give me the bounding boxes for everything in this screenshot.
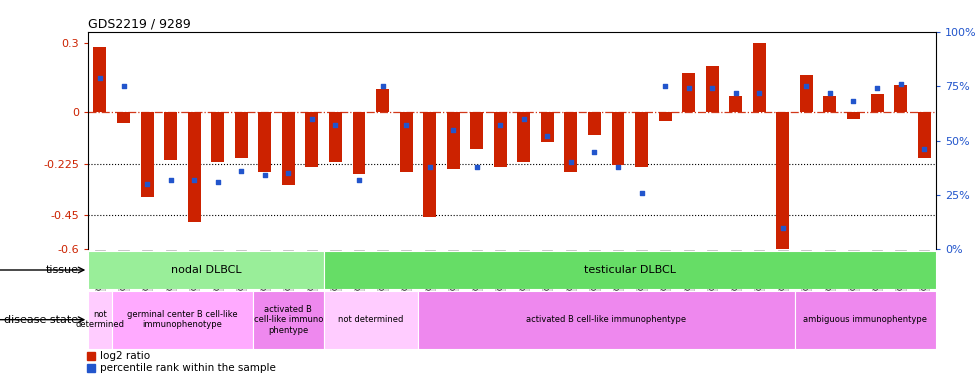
Text: activated B
cell-like immuno
phentype: activated B cell-like immuno phentype (254, 305, 323, 334)
Bar (329, 112, 342, 162)
Point (445, 127, 461, 133)
Bar (917, 112, 931, 158)
Bar (140, 112, 154, 197)
Text: GDS2219 / 9289: GDS2219 / 9289 (88, 18, 191, 31)
Point (611, 164, 626, 170)
Point (257, 172, 272, 178)
Bar (117, 112, 130, 123)
Point (139, 181, 155, 187)
Bar (323, 291, 417, 349)
Point (280, 170, 296, 176)
Bar (870, 94, 884, 112)
Bar (847, 112, 860, 119)
Bar (541, 112, 554, 142)
Point (822, 90, 838, 96)
Point (351, 177, 367, 183)
Bar (564, 112, 577, 171)
Text: disease state: disease state (4, 315, 78, 325)
Point (304, 116, 319, 122)
Bar (306, 112, 318, 167)
Point (327, 122, 343, 128)
Bar (753, 44, 765, 112)
Point (233, 168, 249, 174)
Point (728, 90, 744, 96)
Bar (235, 112, 248, 158)
Text: percentile rank within the sample: percentile rank within the sample (100, 363, 276, 374)
Point (398, 122, 414, 128)
Text: not determined: not determined (338, 315, 404, 324)
Text: log2 ratio: log2 ratio (100, 351, 151, 361)
Point (916, 146, 932, 152)
Point (752, 90, 767, 96)
Point (492, 122, 508, 128)
Point (421, 164, 437, 170)
Bar (88, 251, 323, 289)
Bar (253, 291, 323, 349)
Bar (588, 112, 601, 135)
Bar (282, 112, 295, 185)
Point (893, 81, 908, 87)
Point (468, 164, 484, 170)
Point (587, 148, 603, 154)
Point (799, 83, 814, 89)
Point (163, 177, 178, 183)
Bar (417, 291, 795, 349)
Point (705, 86, 720, 92)
Point (92, 75, 108, 81)
Text: testicular DLBCL: testicular DLBCL (584, 265, 676, 275)
Bar (164, 112, 177, 160)
Bar (447, 112, 460, 169)
Bar (682, 73, 695, 112)
Point (374, 83, 390, 89)
Point (564, 159, 579, 165)
Bar (353, 112, 366, 174)
Bar (376, 89, 389, 112)
Bar (706, 66, 718, 112)
Bar (88, 291, 112, 349)
Point (869, 86, 885, 92)
Point (846, 99, 861, 105)
Text: activated B cell-like immunophentype: activated B cell-like immunophentype (526, 315, 686, 324)
Point (116, 83, 131, 89)
Point (186, 177, 202, 183)
Bar (470, 112, 483, 148)
Point (658, 83, 673, 89)
Bar (729, 96, 742, 112)
Bar (795, 291, 936, 349)
Text: nodal DLBCL: nodal DLBCL (171, 265, 241, 275)
Bar (212, 112, 224, 162)
Bar (423, 112, 436, 218)
Bar (188, 112, 201, 222)
Bar (612, 112, 624, 165)
Bar (894, 84, 907, 112)
Text: germinal center B cell-like
immunophenotype: germinal center B cell-like immunophenot… (127, 310, 238, 329)
Bar (776, 112, 789, 249)
Point (210, 179, 225, 185)
Text: ambiguous immunophentype: ambiguous immunophentype (804, 315, 927, 324)
Bar (112, 291, 253, 349)
Text: tissue: tissue (45, 265, 78, 275)
Bar (400, 112, 413, 171)
Bar (517, 112, 530, 162)
Point (540, 133, 556, 139)
Bar (93, 47, 107, 112)
Point (775, 225, 791, 231)
Bar (323, 251, 936, 289)
Bar (800, 75, 812, 112)
Point (634, 190, 650, 196)
Bar (494, 112, 507, 167)
Bar (635, 112, 648, 167)
Point (681, 86, 697, 92)
Bar (259, 112, 271, 171)
Text: not
determined: not determined (75, 310, 124, 329)
Bar (659, 112, 671, 121)
Bar (823, 96, 836, 112)
Point (516, 116, 532, 122)
